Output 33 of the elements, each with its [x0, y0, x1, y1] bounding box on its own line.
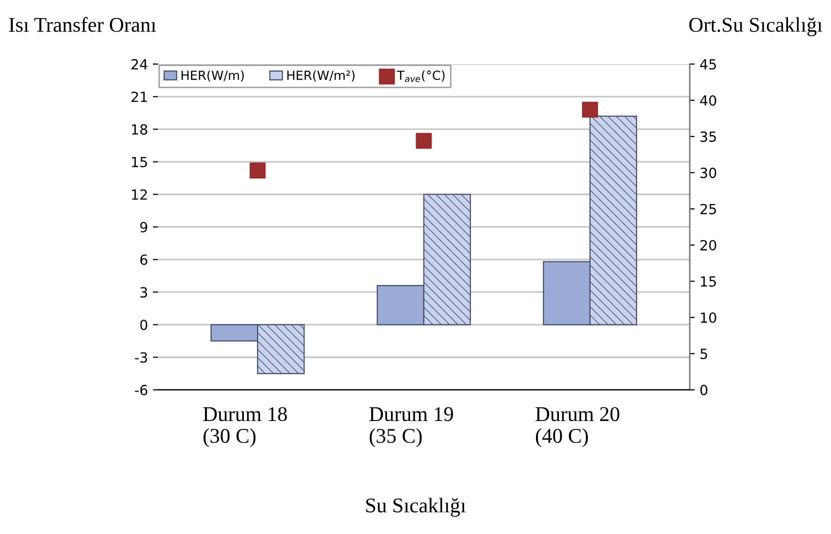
- y-tick-label: 18: [132, 124, 148, 135]
- y2-tick-label: 25: [700, 204, 716, 214]
- y-tick-label: 6: [140, 254, 148, 265]
- point: [582, 102, 598, 118]
- point: [416, 132, 432, 149]
- x-tick-label: Durum 20 (40 C): [536, 407, 620, 448]
- y2-axis-title: Ort.Su Sıcaklığı: [689, 17, 822, 36]
- y-tick-label: 15: [132, 156, 147, 168]
- y2-tick-label: 10: [700, 312, 716, 323]
- x-tick-label: Durum 19 (35 C): [369, 407, 454, 448]
- y-tick-label: 3: [140, 287, 148, 298]
- legend-label: HER(W/m): [182, 70, 244, 82]
- y2-tick-label: 0: [700, 384, 708, 396]
- y-tick-label: 12: [132, 189, 147, 200]
- y2-tick-label: 30: [700, 168, 716, 178]
- y2-tick-label: 5: [700, 348, 708, 360]
- y-tick-label: 9: [140, 222, 148, 232]
- y-tick-label: 24: [132, 59, 148, 70]
- y2-tick-label: 35: [700, 131, 716, 142]
- point: [250, 162, 266, 178]
- y2-tick-label: 45: [700, 59, 716, 70]
- y-tick-label: 0: [140, 320, 148, 330]
- legend-label: T$_{ave}$(°C): [396, 70, 445, 82]
- y-axis-title: Isı Transfer Oranı: [9, 17, 156, 32]
- y-tick-label: -3: [135, 352, 148, 363]
- x-tick-label: Durum 18 (30 C): [203, 407, 287, 448]
- y2-tick-label: 40: [700, 95, 716, 106]
- y2-tick-label: 20: [700, 240, 716, 251]
- x-axis-title: Su Sıcaklığı: [366, 498, 466, 517]
- y2-tick-label: 15: [700, 276, 716, 287]
- legend-label: HER(W/m²): [287, 70, 355, 82]
- y-tick-label: 21: [132, 92, 147, 102]
- y-tick-label: -6: [135, 384, 148, 396]
